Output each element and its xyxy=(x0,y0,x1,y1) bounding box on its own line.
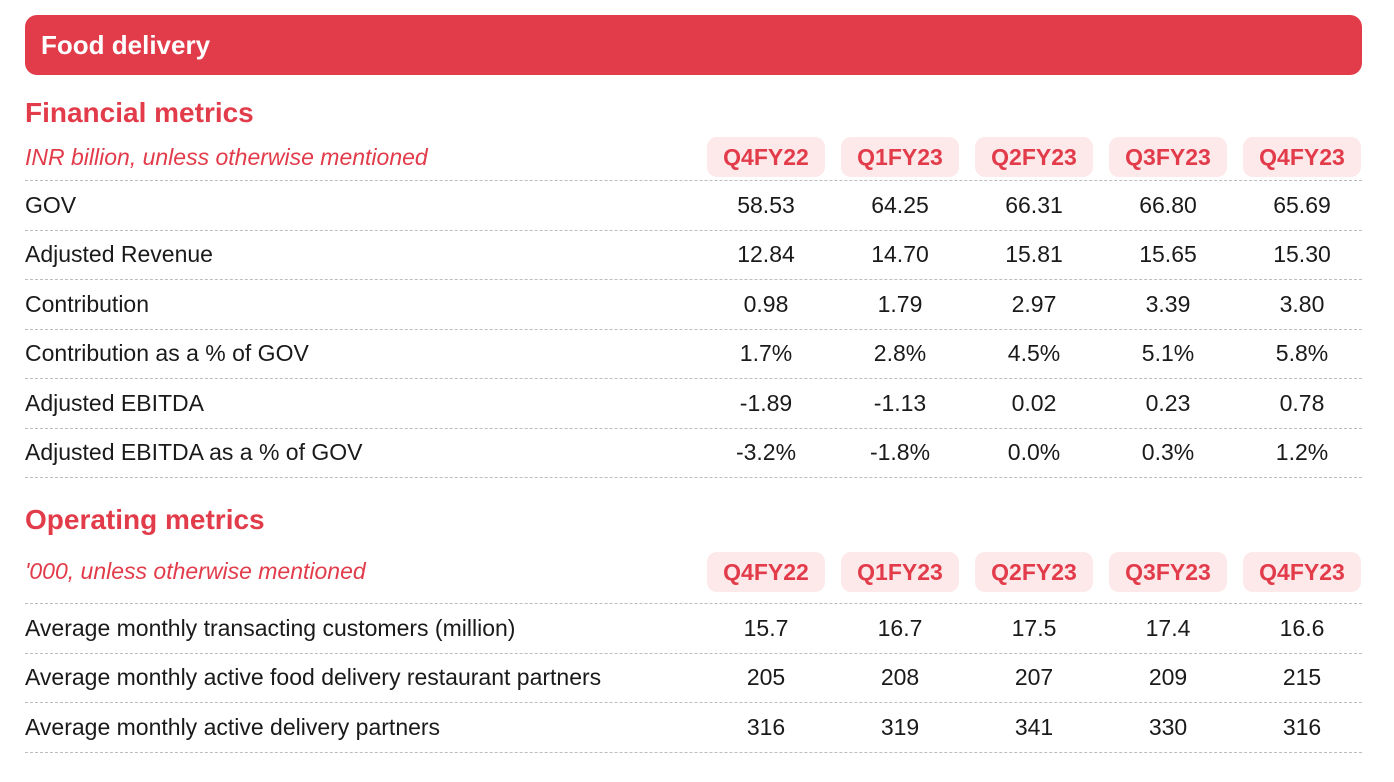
table-cell: 0.02 xyxy=(1011,389,1057,416)
table-cell: 12.84 xyxy=(737,241,795,268)
table-cell: 1.2% xyxy=(1275,439,1329,466)
table-row: Adjusted EBITDA as a % of GOV -3.2% -1.8… xyxy=(25,429,1362,478)
table-cell: 17.5 xyxy=(1011,614,1057,641)
table-cell: 17.4 xyxy=(1145,614,1191,641)
table-row: Average monthly active food delivery res… xyxy=(25,654,1362,703)
table-cell: 0.78 xyxy=(1279,389,1325,416)
section-banner: Food delivery xyxy=(25,15,1362,75)
table-row: Adjusted EBITDA -1.89 -1.13 0.02 0.23 0.… xyxy=(25,379,1362,429)
operating-subtitle: '000, unless otherwise mentioned xyxy=(25,558,366,584)
table-cell: 205 xyxy=(746,664,786,691)
table-row: Contribution 0.98 1.79 2.97 3.39 3.80 xyxy=(25,280,1362,330)
table-cell: 15.65 xyxy=(1139,241,1197,268)
banner-title: Food delivery xyxy=(41,29,211,60)
row-label: Adjusted EBITDA as a % of GOV xyxy=(25,439,363,466)
row-label: Adjusted Revenue xyxy=(25,241,213,268)
column-header: Q4FY22 xyxy=(707,136,825,177)
table-cell: 16.7 xyxy=(877,614,923,641)
table-cell: 4.5% xyxy=(1007,340,1061,367)
table-cell: -1.89 xyxy=(739,389,793,416)
operating-metrics-title: Operating metrics xyxy=(25,504,265,535)
table-row: Contribution as a % of GOV 1.7% 2.8% 4.5… xyxy=(25,330,1362,379)
row-label: Average monthly transacting customers (m… xyxy=(25,614,516,641)
table-cell: 2.8% xyxy=(873,340,927,367)
table-row: Average monthly active delivery partners… xyxy=(25,703,1362,753)
table-cell: 207 xyxy=(1014,664,1054,691)
table-cell: 5.1% xyxy=(1141,340,1195,367)
table-cell: 2.97 xyxy=(1011,290,1057,317)
column-header: Q4FY23 xyxy=(1243,551,1361,592)
table-cell: 0.3% xyxy=(1141,439,1195,466)
table-cell: 341 xyxy=(1014,713,1054,740)
financial-subtitle: INR billion, unless otherwise mentioned xyxy=(25,144,428,170)
column-header: Q1FY23 xyxy=(841,551,959,592)
financial-metrics-title: Financial metrics xyxy=(25,97,254,128)
financial-header-row: INR billion, unless otherwise mentioned … xyxy=(25,133,1362,181)
row-label: GOV xyxy=(25,191,77,218)
table-cell: 215 xyxy=(1282,664,1322,691)
table-cell: -1.8% xyxy=(869,439,931,466)
table-cell: 58.53 xyxy=(737,191,795,218)
table-row: Adjusted Revenue 12.84 14.70 15.81 15.65… xyxy=(25,231,1362,280)
table-cell: 0.0% xyxy=(1007,439,1061,466)
table-cell: -3.2% xyxy=(735,439,797,466)
table-cell: 209 xyxy=(1148,664,1188,691)
column-header: Q3FY23 xyxy=(1109,136,1227,177)
operating-header-row: '000, unless otherwise mentioned Q4FY22 … xyxy=(25,540,1362,604)
column-header: Q3FY23 xyxy=(1109,551,1227,592)
row-label: Contribution as a % of GOV xyxy=(25,340,309,367)
table-cell: 66.31 xyxy=(1005,191,1063,218)
table-cell: 66.80 xyxy=(1139,191,1197,218)
column-header: Q2FY23 xyxy=(975,136,1093,177)
table-cell: 16.6 xyxy=(1279,614,1325,641)
table-cell: 15.81 xyxy=(1005,241,1063,268)
table-cell: 330 xyxy=(1148,713,1188,740)
table-cell: 316 xyxy=(746,713,786,740)
row-label: Average monthly active food delivery res… xyxy=(25,664,602,691)
column-header: Q2FY23 xyxy=(975,551,1093,592)
operating-metrics-section: Operating metrics '000, unless otherwise… xyxy=(25,500,1362,753)
table-cell: 3.39 xyxy=(1145,290,1191,317)
financial-metrics-section: Financial metrics INR billion, unless ot… xyxy=(25,93,1362,478)
table-cell: 208 xyxy=(880,664,920,691)
table-cell: 14.70 xyxy=(871,241,929,268)
table-cell: -1.13 xyxy=(873,389,927,416)
table-cell: 1.79 xyxy=(877,290,923,317)
table-cell: 64.25 xyxy=(871,191,929,218)
row-label: Average monthly active delivery partners xyxy=(25,713,441,740)
table-cell: 15.7 xyxy=(743,614,789,641)
table-cell: 0.98 xyxy=(743,290,789,317)
table-cell: 3.80 xyxy=(1279,290,1325,317)
table-cell: 319 xyxy=(880,713,920,740)
table-cell: 15.30 xyxy=(1273,241,1331,268)
table-cell: 316 xyxy=(1282,713,1322,740)
table-cell: 5.8% xyxy=(1275,340,1329,367)
row-label: Adjusted EBITDA xyxy=(25,389,204,416)
table-cell: 0.23 xyxy=(1145,389,1191,416)
table-cell: 65.69 xyxy=(1273,191,1331,218)
table-cell: 1.7% xyxy=(739,340,793,367)
table-row: Average monthly transacting customers (m… xyxy=(25,604,1362,654)
column-header: Q4FY23 xyxy=(1243,136,1361,177)
column-header: Q1FY23 xyxy=(841,136,959,177)
table-row: GOV 58.53 64.25 66.31 66.80 65.69 xyxy=(25,181,1362,231)
column-header: Q4FY22 xyxy=(707,551,825,592)
row-label: Contribution xyxy=(25,290,150,317)
